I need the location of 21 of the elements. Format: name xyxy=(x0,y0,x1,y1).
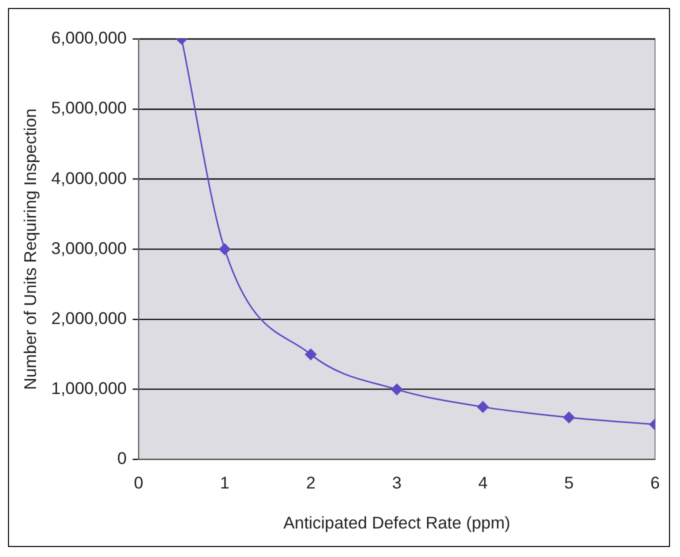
x-tick-label: 1 xyxy=(220,473,230,492)
x-tick-label: 3 xyxy=(392,473,402,492)
point xyxy=(218,243,230,255)
y-tick-label: 1,000,000 xyxy=(51,379,127,398)
y-tick-label: 0 xyxy=(117,449,127,468)
y-tick-label: 5,000,000 xyxy=(51,98,127,118)
point xyxy=(563,412,575,424)
x-tick-label: 5 xyxy=(564,473,574,492)
y-tick-label: 6,000,000 xyxy=(51,28,127,48)
point xyxy=(477,401,489,413)
point xyxy=(391,384,403,396)
x-tick-label: 6 xyxy=(650,473,660,492)
y-axis-title: Number of Units Requiring Inspection xyxy=(20,108,40,390)
x-tick-label: 0 xyxy=(134,473,144,492)
x-tick-label: 2 xyxy=(306,473,316,492)
x-axis-title: Anticipated Defect Rate (ppm) xyxy=(283,514,510,533)
x-tick-label: 4 xyxy=(478,473,488,492)
point xyxy=(305,348,317,360)
y-tick-label: 4,000,000 xyxy=(51,168,127,188)
y-tick-label: 3,000,000 xyxy=(51,238,127,258)
y-tick-label: 2,000,000 xyxy=(51,308,127,328)
